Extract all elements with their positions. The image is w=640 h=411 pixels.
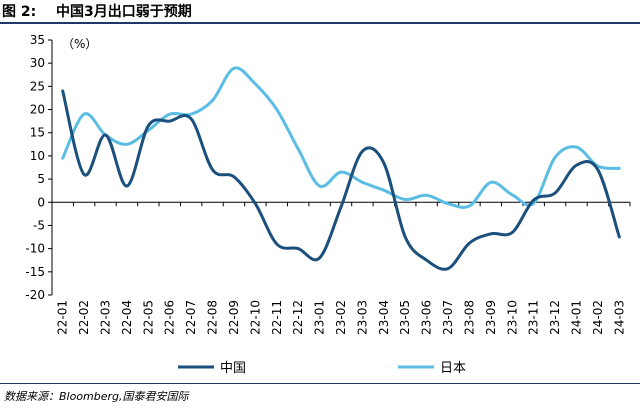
x-tick-label: 22-12 [291,300,305,335]
x-tick-label: 23-04 [377,300,391,335]
x-tick-label: 22-01 [56,300,70,335]
x-tick-label: 22-07 [184,300,198,335]
unit-label: （%） [62,37,97,51]
x-tick-label: 22-08 [206,300,220,335]
x-tick-label: 23-07 [441,300,455,335]
figure-header: 图 2: 中国3月出口弱于预期 [0,0,640,22]
y-tick-label: 30 [30,56,45,70]
x-tick-label: 23-12 [548,300,562,335]
y-tick-label: 5 [37,172,45,186]
x-tick-label: 23-01 [313,300,327,335]
y-tick-label: -5 [33,218,45,232]
y-tick-label: 10 [30,149,45,163]
x-tick-label: 23-02 [334,300,348,335]
x-tick-label: 24-01 [569,300,583,335]
x-tick-label: 23-06 [420,300,434,335]
x-tick-label: 24-02 [591,300,605,335]
y-tick-label: 15 [30,126,45,140]
legend-label-china: 中国 [220,361,246,376]
y-tick-label: 35 [30,33,45,47]
x-tick-label: 23-09 [484,300,498,335]
figure-number: 图 2: [2,4,37,20]
y-tick-label: 20 [30,103,45,117]
header-rule [0,22,640,24]
x-tick-label: 22-11 [270,300,284,335]
y-tick-label: 0 [37,195,45,209]
x-tick-label: 22-10 [248,300,262,335]
series-line-japan [61,66,621,209]
x-tick-label: 23-03 [355,300,369,335]
x-tick-label: 22-09 [227,300,241,335]
x-tick-label: 22-05 [141,300,155,335]
footer-rule [0,383,640,384]
series-lines [61,66,621,271]
x-tick-labels: 22-01 22-02 22-03 22-04 22-05 22-06 22-07 22-08… [56,300,627,335]
y-tick-label: -10 [25,242,45,256]
x-tick-label: 22-02 [77,300,91,335]
x-tick-label: 23-05 [398,300,412,335]
y-tick-label: -15 [25,265,45,279]
x-tick-label: 23-08 [462,300,476,335]
x-tick-label: 22-03 [99,300,113,335]
series-line-china [61,89,621,271]
y-tick-labels: 35 30 25 20 15 10 5 0 -5 -10 -15 -20 [25,33,45,302]
x-tick-label: 24-03 [612,300,626,335]
x-tick-label: 22-06 [163,300,177,335]
y-tick-label: 25 [30,79,45,93]
x-tick-label: 23-11 [527,300,541,335]
source-note: 数据来源：Bloomberg,国泰君安国际 [4,390,189,403]
legend-label-japan: 日本 [440,361,466,376]
legend: 中国 日本 [178,361,466,376]
figure-title: 中国3月出口弱于预期 [56,4,192,20]
x-tick-label: 23-10 [505,300,519,335]
y-tick-label: -20 [25,288,45,302]
x-tick-label: 22-04 [120,300,134,335]
